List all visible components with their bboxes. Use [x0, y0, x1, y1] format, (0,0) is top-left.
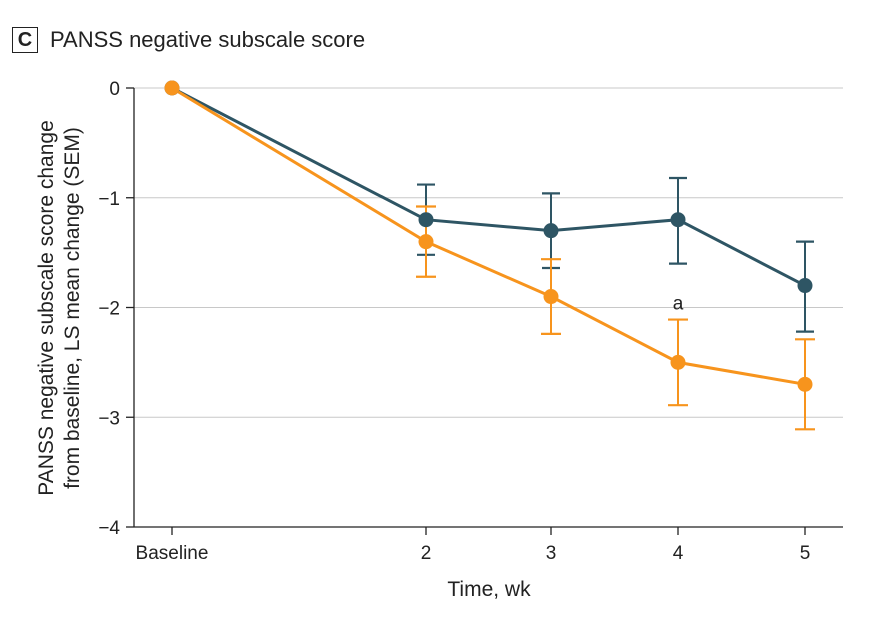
data-point-dark — [670, 212, 686, 228]
x-axis-label: Time, wk — [447, 578, 531, 601]
x-tick-label: Baseline — [136, 543, 209, 564]
data-point-dark — [418, 212, 434, 228]
x-tick-label: 5 — [800, 543, 811, 564]
x-tick-label: 4 — [673, 543, 684, 564]
data-point-dark — [543, 223, 559, 239]
data-point-orange — [670, 354, 686, 370]
y-tick-label: −2 — [98, 299, 120, 320]
y-axis-label-line: from baseline, LS mean change (SEM) — [61, 127, 84, 489]
data-point-orange — [543, 289, 559, 305]
y-tick-label: −3 — [98, 408, 120, 429]
y-axis-label-line: PANSS negative subscale score change — [35, 120, 58, 496]
x-tick-label: 3 — [546, 543, 557, 564]
data-point-orange — [418, 234, 434, 250]
data-point-dark — [797, 278, 813, 294]
panel-header: C PANSS negative subscale score — [12, 24, 365, 56]
y-tick-label: 0 — [109, 79, 120, 100]
y-tick-label: −4 — [98, 518, 120, 539]
y-axis-label: PANSS negative subscale score change from… — [35, 120, 84, 496]
data-point-orange — [797, 376, 813, 392]
annotation-label: a — [673, 294, 684, 315]
panel-title: PANSS negative subscale score — [50, 27, 366, 52]
y-tick-label: −1 — [98, 189, 120, 210]
panel-letter: C — [12, 27, 38, 53]
series-line-dark — [171, 86, 806, 287]
data-point-orange — [164, 80, 180, 96]
x-tick-label: 2 — [421, 543, 432, 564]
